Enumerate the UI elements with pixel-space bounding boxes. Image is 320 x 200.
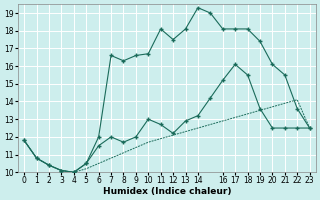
X-axis label: Humidex (Indice chaleur): Humidex (Indice chaleur) xyxy=(103,187,231,196)
